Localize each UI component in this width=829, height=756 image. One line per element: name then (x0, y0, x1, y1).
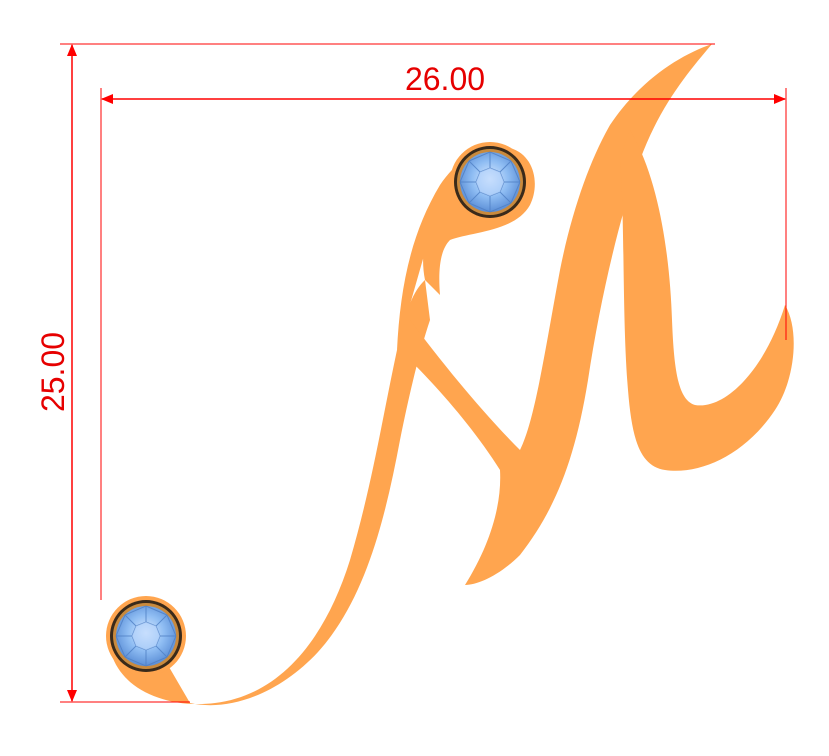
round-gemstone-icon (450, 142, 530, 222)
round-gemstone-icon (106, 596, 186, 676)
width-dimension: 26.00 (100, 61, 787, 600)
width-label: 26.00 (405, 61, 485, 97)
letter-m-shape (109, 44, 794, 706)
height-label: 25.00 (35, 332, 71, 412)
height-dimension: 25.00 (35, 43, 715, 703)
m-middle-down-stroke (410, 44, 712, 585)
m-right-stroke (620, 130, 794, 471)
m-tail-stroke (109, 280, 430, 706)
